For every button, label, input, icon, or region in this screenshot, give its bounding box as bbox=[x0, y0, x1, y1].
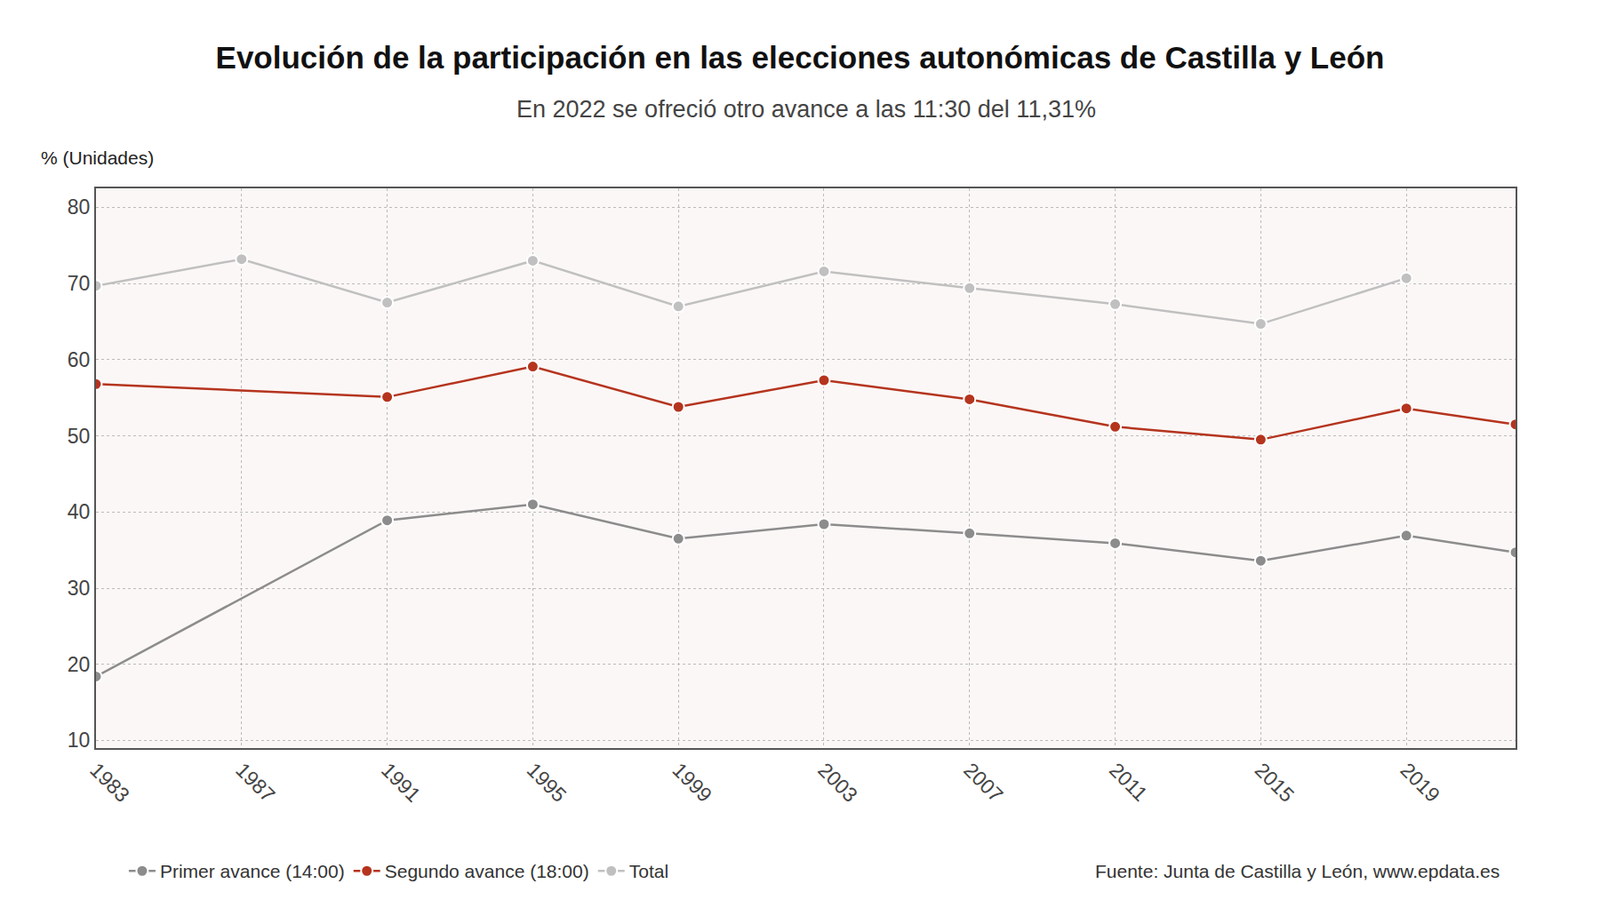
svg-text:Segundo avance (18:00): Segundo avance (18:00) bbox=[384, 861, 590, 882]
svg-text:10: 10 bbox=[67, 728, 91, 752]
svg-text:Evolución de la participación: Evolución de la participación en las ele… bbox=[216, 40, 1385, 75]
svg-text:Primer avance (14:00): Primer avance (14:00) bbox=[160, 861, 345, 882]
svg-text:2019: 2019 bbox=[1395, 758, 1445, 808]
svg-text:2007: 2007 bbox=[959, 758, 1008, 808]
svg-text:80: 80 bbox=[67, 195, 91, 219]
svg-text:20: 20 bbox=[67, 653, 91, 677]
svg-text:2015: 2015 bbox=[1250, 758, 1300, 808]
svg-text:2011: 2011 bbox=[1104, 758, 1152, 806]
svg-text:30: 30 bbox=[67, 576, 91, 600]
svg-text:Fuente: Junta de Castilla y Le: Fuente: Junta de Castilla y León, www.ep… bbox=[1095, 861, 1500, 882]
svg-text:1995: 1995 bbox=[522, 758, 572, 808]
svg-text:1987: 1987 bbox=[231, 758, 280, 808]
svg-text:40: 40 bbox=[67, 500, 91, 524]
svg-text:60: 60 bbox=[67, 348, 91, 372]
svg-text:70: 70 bbox=[67, 272, 91, 296]
svg-text:% (Unidades): % (Unidades) bbox=[40, 147, 154, 168]
svg-text:1999: 1999 bbox=[668, 758, 718, 808]
svg-text:50: 50 bbox=[67, 424, 91, 448]
svg-text:1991: 1991 bbox=[376, 758, 426, 808]
svg-text:Total: Total bbox=[629, 861, 669, 882]
svg-text:1983: 1983 bbox=[85, 758, 135, 808]
svg-text:En 2022 se ofreció otro avance: En 2022 se ofreció otro avance a las 11:… bbox=[516, 96, 1096, 123]
svg-text:2003: 2003 bbox=[813, 758, 863, 808]
